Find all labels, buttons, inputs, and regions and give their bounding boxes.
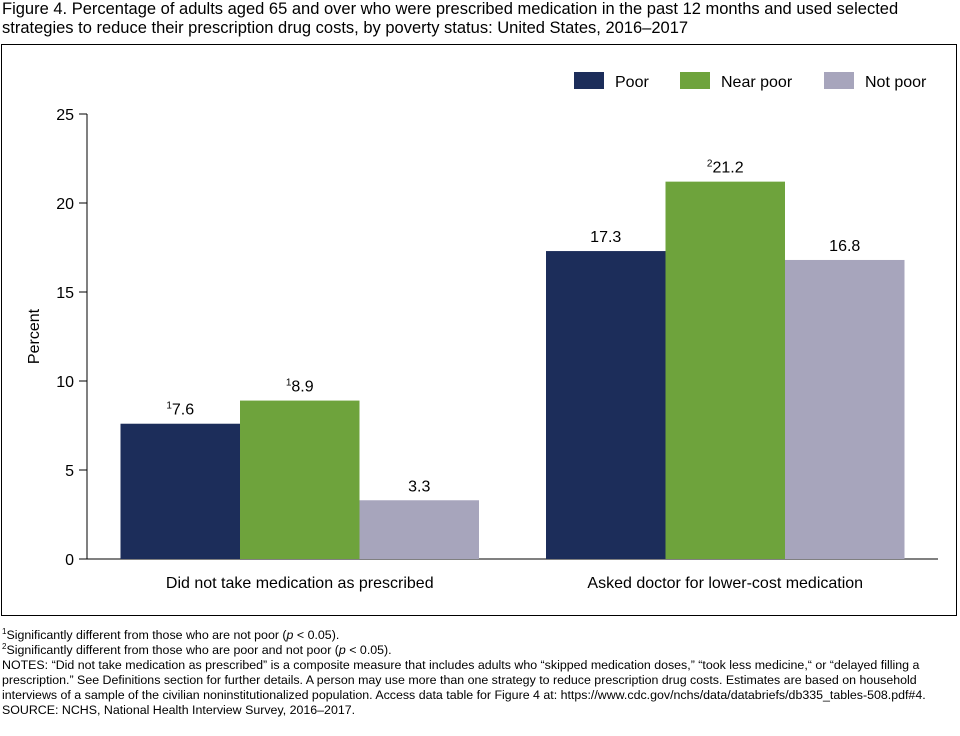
x-tick-label: Asked doctor for lower-cost medication xyxy=(587,575,863,592)
bar-0-1 xyxy=(546,251,666,559)
footnote-1-p: p xyxy=(286,628,294,642)
legend-label: Not poor xyxy=(865,74,927,91)
footnote-1: 1Significantly different from those who … xyxy=(2,626,952,643)
data-label: 18.9 xyxy=(286,378,314,396)
x-tick-label: Did not take medication as prescribed xyxy=(166,575,434,592)
bar-2-1 xyxy=(785,259,905,559)
figure-title: Figure 4. Percentage of adults aged 65 a… xyxy=(2,0,899,37)
footnote-1-text-a: Significantly different from those who a… xyxy=(6,628,287,642)
y-tick-label: 5 xyxy=(65,463,74,480)
y-tick-label: 25 xyxy=(56,107,74,124)
notes-text: NOTES: “Did not take medication as presc… xyxy=(2,658,926,702)
footnote-2-mark: 2 xyxy=(2,641,7,651)
y-tick-label: 15 xyxy=(56,285,74,302)
legend-swatch xyxy=(680,72,710,89)
legend-swatch xyxy=(824,72,854,89)
bar-2-0 xyxy=(359,500,479,559)
bar-chart: 0 5 10 15 20 25 Percent Did not take medication… xyxy=(26,72,938,592)
chart-frame: 0 5 10 15 20 25 Percent Did not take medication… xyxy=(1,44,957,616)
legend-label: Poor xyxy=(615,74,649,91)
legend-swatch xyxy=(574,72,604,89)
y-tick-label: 10 xyxy=(56,374,74,391)
data-label: 3.3 xyxy=(408,478,430,495)
source-text: SOURCE: NCHS, National Health Interview … xyxy=(2,703,356,717)
data-label: 17.6 xyxy=(166,401,194,419)
y-axis-title: Percent xyxy=(26,308,43,364)
bar-0-0 xyxy=(120,423,240,559)
y-tick-label: 0 xyxy=(65,552,74,569)
footnotes: 1Significantly different from those who … xyxy=(2,626,952,718)
footnote-2-p: p xyxy=(338,643,346,657)
data-label: 16.8 xyxy=(829,238,860,255)
footnote-1-mark: 1 xyxy=(2,626,7,636)
bar-1-0 xyxy=(240,400,360,559)
bar-1-1 xyxy=(665,181,785,559)
legend-label: Near poor xyxy=(721,74,793,91)
data-label: 221.2 xyxy=(707,159,744,177)
footnote-1-text-b: < 0.05). xyxy=(293,628,340,642)
footnote-2: 2Significantly different from those who … xyxy=(2,641,952,658)
data-label: 17.3 xyxy=(590,229,621,246)
footnote-2-text-a: Significantly different from those who a… xyxy=(6,643,339,657)
footnote-2-text-b: < 0.05). xyxy=(345,643,392,657)
y-tick-label: 20 xyxy=(56,196,74,213)
